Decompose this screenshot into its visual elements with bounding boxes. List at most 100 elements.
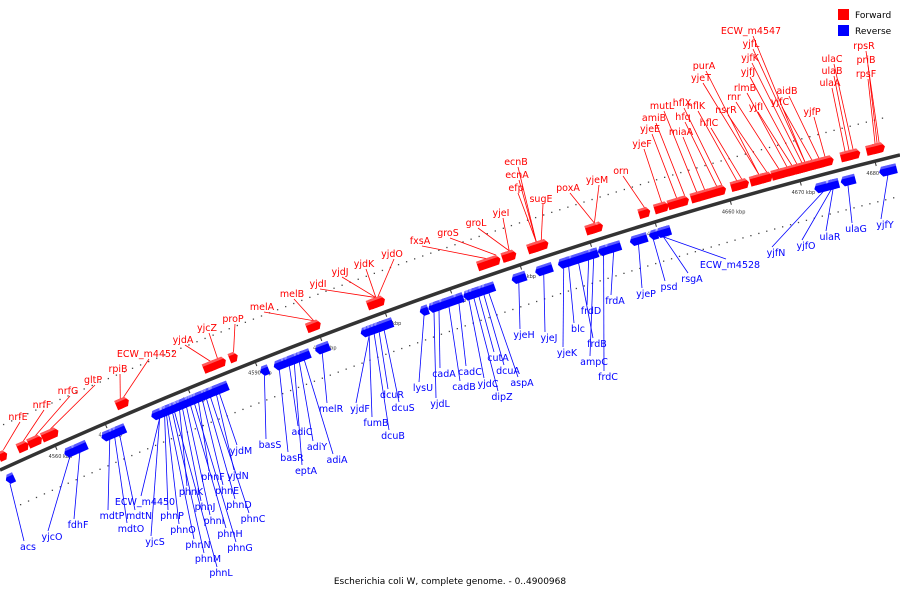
reverse-gene-label: dcuB: [381, 431, 405, 442]
reverse-connector: [418, 315, 425, 383]
guide-dot: [196, 341, 198, 343]
guide-dot: [734, 239, 736, 241]
forward-connector: [122, 358, 150, 398]
reverse-gene-label: dcuA: [496, 366, 520, 377]
reverse-gene-label: ECW_m4528: [700, 260, 760, 271]
guide-dot: [107, 465, 109, 467]
reverse-connector: [438, 310, 441, 369]
reverse-gene: [839, 173, 857, 187]
guide-dot: [305, 383, 308, 385]
forward-connector: [751, 62, 803, 163]
forward-connector: [781, 106, 813, 161]
forward-gene: [207, 355, 226, 372]
guide-dot: [154, 444, 157, 447]
guide-dot: [536, 300, 538, 303]
reverse-gene-label: ECW_m4450: [115, 497, 175, 508]
guide-dot: [293, 302, 295, 305]
forward-gene-label: yjdK: [354, 259, 375, 270]
reverse-gene-label: cadC: [458, 367, 482, 378]
reverse-gene-label: mdtO: [118, 524, 145, 535]
reverse-gene-label: phnK: [179, 487, 204, 498]
guide-dot: [655, 179, 658, 181]
guide-dot: [188, 344, 190, 346]
forward-gene-label: groL: [466, 218, 488, 229]
kbp-tick: [654, 221, 657, 227]
gene-highlight: [475, 255, 494, 265]
forward-gene: [26, 433, 42, 449]
reverse-connector: [771, 191, 824, 248]
guide-dot: [373, 272, 376, 275]
reverse-gene: [568, 250, 589, 265]
forward-gene-label: rlmB: [734, 83, 756, 94]
reverse-gene-label: phnP: [160, 511, 184, 522]
guide-dot: [781, 226, 784, 228]
forward-gene: [490, 253, 501, 267]
reverse-gene: [481, 281, 497, 294]
reverse-gene: [373, 317, 395, 332]
reverse-connector: [383, 330, 400, 403]
forward-connector: [865, 50, 880, 143]
reverse-connector: [264, 375, 267, 440]
forward-gene-label: ECW_m4452: [117, 349, 177, 360]
guide-dot: [345, 368, 347, 370]
guide-dot: [162, 441, 165, 443]
guide-dot: [148, 360, 150, 363]
guide-dot: [702, 248, 704, 251]
forward-gene-label: hflC: [700, 118, 719, 129]
guide-dot: [147, 448, 149, 450]
guide-dot: [430, 252, 432, 254]
reverse-gene-label: frdB: [587, 339, 607, 350]
kbp-tick: [319, 336, 323, 342]
guide-dot: [720, 160, 722, 162]
forward-gene-label: yjeI: [493, 208, 510, 219]
reverse-gene-label: adiY: [307, 442, 327, 453]
guide-dot: [164, 354, 166, 356]
gene-highlight: [313, 340, 329, 349]
reverse-connector: [473, 298, 499, 392]
guide-dot: [567, 206, 569, 208]
forward-connector: [263, 311, 314, 322]
guide-dot: [448, 330, 451, 333]
gene-highlight: [209, 380, 227, 390]
forward-gene-label: nsrR: [715, 105, 737, 116]
reverse-gene-shape: [440, 294, 460, 309]
forward-connector: [643, 148, 662, 203]
guide-dot: [266, 399, 268, 401]
reverse-gene-shape: [298, 348, 312, 361]
guide-dot: [123, 458, 125, 460]
forward-gene-label: yjdI: [309, 279, 326, 290]
guide-dot: [2, 423, 5, 426]
reverse-gene-label: phnI: [204, 516, 225, 527]
reverse-gene-label: dcuS: [391, 403, 414, 414]
reverse-gene-label: dipZ: [491, 392, 513, 403]
reverse-gene: [258, 364, 271, 376]
forward-gene-label: ecnB: [504, 157, 528, 168]
gene-highlight: [532, 238, 548, 246]
reverse-connector: [368, 335, 373, 418]
guide-dot: [170, 438, 173, 440]
reverse-gene-shape: [454, 292, 465, 304]
guide-dot: [422, 255, 424, 257]
forward-gene-label: yjfJ: [741, 67, 755, 78]
reverse-connector: [114, 437, 128, 524]
reverse-gene-label: adiA: [327, 455, 348, 466]
reverse-connector: [378, 331, 389, 390]
gene-highlight: [39, 426, 58, 436]
reverse-connector: [518, 282, 521, 330]
forward-connector: [517, 192, 537, 242]
forward-connector: [831, 87, 846, 152]
reverse-gene-shape: [375, 317, 395, 332]
guide-dot: [893, 197, 895, 199]
reverse-gene-shape: [606, 240, 623, 254]
reverse-connector: [468, 299, 485, 379]
guide-dot: [736, 155, 738, 158]
guide-dot: [75, 391, 77, 394]
guide-dot: [204, 337, 206, 340]
guide-dot: [639, 183, 642, 186]
reverse-gene: [70, 439, 89, 454]
forward-gene-label: efp: [508, 183, 523, 194]
forward-connector: [749, 76, 798, 165]
guide-dot: [551, 295, 554, 297]
forward-gene-label: yjdA: [173, 335, 194, 346]
forward-connector: [788, 95, 820, 159]
